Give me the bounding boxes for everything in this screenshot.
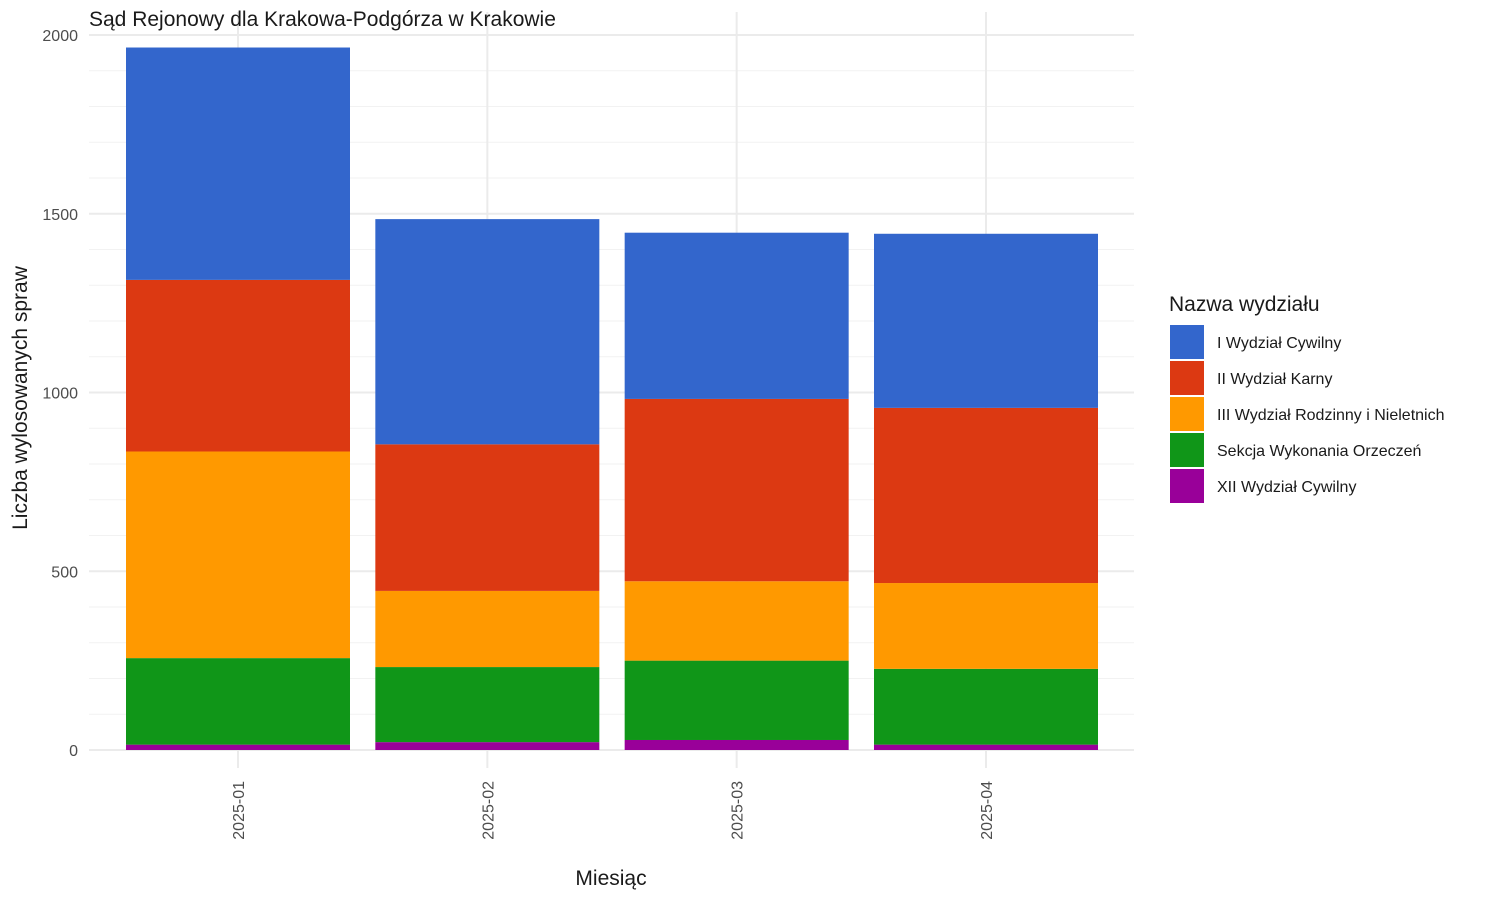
x-tick-label: 2025-04 (979, 781, 996, 840)
legend-label: Sekcja Wykonania Orzeczeń (1217, 443, 1421, 460)
y-tick-label: 1000 (42, 386, 78, 403)
y-tick-label: 2000 (42, 28, 78, 45)
x-tick-label: 2025-03 (730, 781, 747, 840)
y-tick-label: 1500 (42, 207, 78, 224)
bar-segment-2025-01 (126, 658, 350, 745)
bars-layer (126, 47, 1098, 750)
legend: Nazwa wydziału I Wydział Cywilny II Wydzi… (1169, 293, 1445, 503)
legend-swatch (1170, 397, 1204, 431)
bar-segment-2025-02 (375, 219, 600, 445)
y-tick-label: 0 (69, 743, 78, 760)
legend-swatch (1170, 361, 1204, 395)
bar-segment-2025-04 (873, 668, 1098, 745)
x-tick-label: 2025-02 (480, 781, 497, 840)
legend-label: I Wydział Cywilny (1217, 335, 1341, 352)
bar-segment-2025-01 (126, 451, 350, 659)
bar-segment-2025-02 (375, 444, 600, 591)
bar-segment-2025-01 (126, 47, 350, 280)
bar-segment-2025-03 (624, 660, 849, 740)
legend-swatch (1170, 433, 1204, 467)
bar-segment-2025-03 (624, 581, 849, 661)
bar-segment-2025-03 (624, 398, 849, 582)
bar-segment-2025-04 (873, 407, 1098, 584)
y-tick-label: 500 (51, 564, 78, 581)
bar-segment-2025-03 (624, 739, 849, 750)
y-axis-title: Liczba wylosowanych spraw (9, 265, 32, 530)
bar-segment-2025-02 (375, 742, 600, 750)
legend-label: II Wydział Karny (1217, 371, 1332, 388)
legend-title: Nazwa wydziału (1169, 293, 1320, 316)
x-axis-ticks: 2025-01 2025-02 2025-03 2025-04 (231, 781, 996, 840)
legend-swatch (1170, 469, 1204, 503)
legend-label: III Wydział Rodzinny i Nieletnich (1217, 407, 1445, 424)
bar-segment-2025-03 (624, 232, 849, 399)
chart-title: Sąd Rejonowy dla Krakowa-Podgórza w Krak… (89, 8, 556, 31)
bar-segment-2025-01 (126, 744, 350, 750)
bar-segment-2025-02 (375, 590, 600, 668)
bar-segment-2025-04 (873, 744, 1098, 750)
x-tick-label: 2025-01 (231, 781, 248, 840)
bar-segment-2025-01 (126, 279, 350, 452)
legend-swatch (1170, 325, 1204, 359)
bar-segment-2025-04 (873, 583, 1098, 669)
bar-segment-2025-04 (873, 233, 1098, 408)
legend-label: XII Wydział Cywilny (1217, 479, 1356, 496)
bar-segment-2025-02 (375, 667, 600, 743)
x-axis-title: Miesiąc (575, 867, 646, 890)
y-axis-ticks: 0 500 1000 1500 2000 (42, 28, 78, 760)
